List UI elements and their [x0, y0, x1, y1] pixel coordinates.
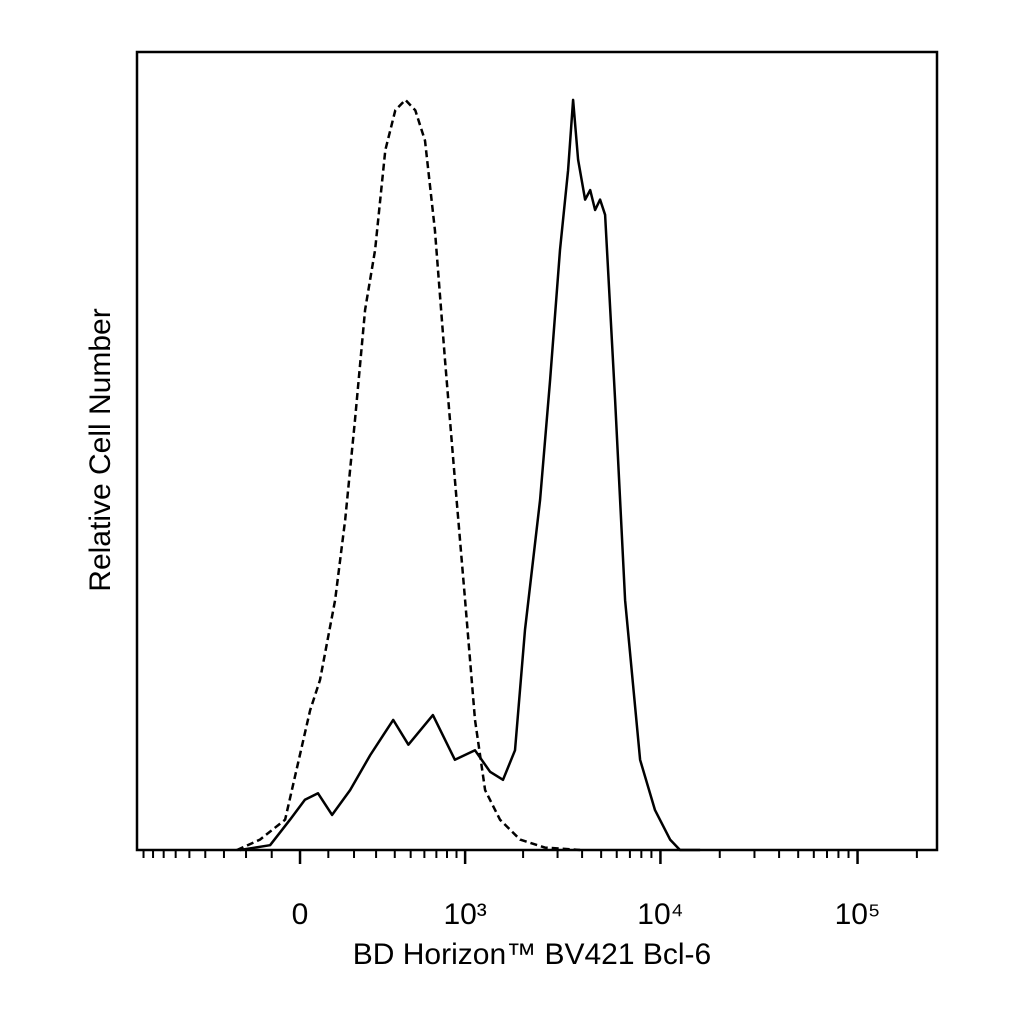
plot-frame	[135, 50, 939, 852]
y-axis-title: Relative Cell Number	[84, 308, 117, 591]
x-tick-label: 10⁴	[637, 898, 683, 931]
x-tick-label: 0	[292, 898, 309, 931]
series-line	[236, 98, 581, 852]
x-tick-label: 10³	[443, 898, 486, 931]
x-axis-title: BD Horizon™ BV421 Bcl-6	[353, 938, 711, 971]
series-line	[239, 98, 701, 852]
x-tick-label: 10⁵	[835, 898, 881, 931]
